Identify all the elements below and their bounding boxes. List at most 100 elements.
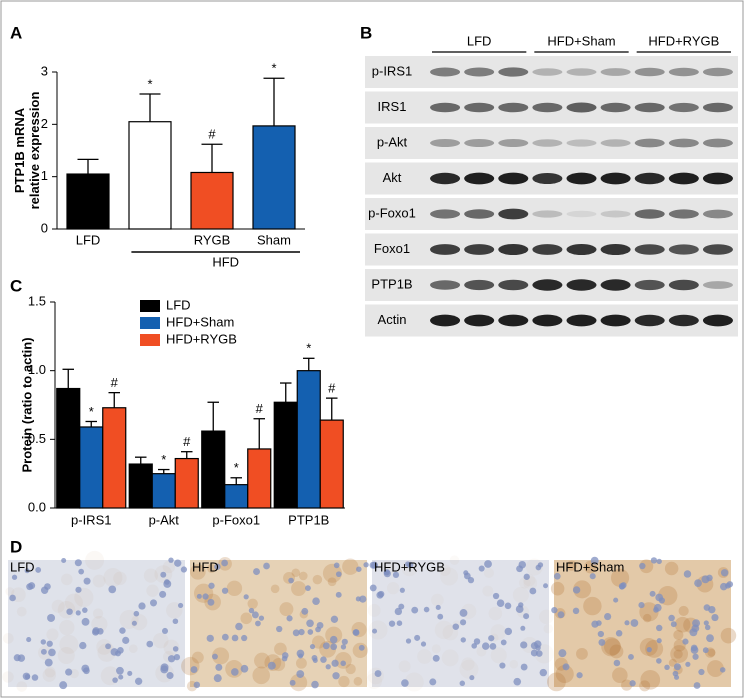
blot-band	[702, 138, 733, 148]
nucleus	[516, 565, 523, 573]
nucleus	[9, 594, 16, 602]
nucleus	[598, 639, 606, 646]
stain	[368, 604, 381, 617]
blot-band	[634, 314, 665, 327]
nucleus	[168, 557, 174, 563]
nucleus	[496, 599, 505, 607]
nucleus	[363, 562, 369, 568]
stain	[573, 580, 592, 599]
blot-band	[600, 172, 631, 185]
blot-band	[464, 172, 495, 185]
nucleus	[166, 672, 174, 680]
nucleus	[500, 639, 507, 646]
nucleus	[231, 634, 239, 642]
nucleus	[558, 649, 567, 658]
nucleus	[190, 666, 198, 674]
stain	[44, 666, 56, 678]
stain	[489, 607, 503, 621]
blot-row-label: p-Foxo1	[368, 205, 416, 220]
stain	[543, 624, 553, 634]
nucleus	[116, 666, 124, 675]
nucleus	[240, 664, 249, 673]
nucleus	[489, 642, 497, 650]
blot-band	[566, 243, 597, 256]
nucleus	[702, 647, 709, 654]
stain	[345, 663, 356, 675]
micrograph-label: HFD+RYGB	[374, 559, 445, 574]
blot-band	[498, 172, 529, 185]
blot-row-label: PTP1B	[371, 276, 412, 291]
stain	[322, 563, 342, 583]
nucleus	[341, 638, 348, 645]
stain	[342, 558, 359, 575]
blot-band	[668, 67, 699, 77]
legend-label: LFD	[166, 297, 191, 312]
stain	[674, 616, 691, 633]
nucleus	[604, 613, 612, 621]
nucleus	[523, 613, 530, 620]
stain	[59, 634, 79, 654]
y-axis-label: PTP1B mRNA	[12, 107, 27, 193]
nucleus	[312, 597, 320, 605]
legend-swatch	[140, 334, 160, 346]
stain	[92, 574, 106, 588]
stain	[352, 642, 368, 658]
nucleus	[352, 629, 360, 636]
nucleus	[656, 558, 662, 565]
blot-band	[634, 102, 665, 113]
stain	[399, 660, 411, 672]
blot-row-label: Actin	[378, 312, 407, 327]
nucleus	[392, 571, 400, 578]
nucleus	[398, 603, 405, 610]
nucleus	[683, 570, 692, 578]
nucleus	[65, 668, 73, 676]
nucleus	[117, 647, 124, 654]
stain	[247, 598, 258, 609]
stain	[85, 550, 105, 570]
nucleus	[267, 661, 276, 670]
nucleus	[159, 590, 167, 598]
blot-band	[464, 209, 495, 219]
blot-band	[600, 139, 631, 147]
bar	[201, 430, 226, 509]
blot-band	[600, 102, 631, 113]
stain	[152, 632, 169, 649]
blot-band	[566, 68, 597, 76]
nucleus	[673, 663, 681, 671]
nucleus	[35, 567, 42, 573]
nucleus	[82, 607, 88, 613]
nucleus	[253, 568, 260, 576]
nucleus	[248, 607, 255, 614]
nucleus	[320, 656, 327, 663]
blot-band	[668, 244, 699, 255]
nucleus	[481, 642, 490, 650]
nucleus	[46, 640, 53, 647]
micrograph-label: HFD	[192, 559, 219, 574]
stain	[103, 567, 123, 588]
stain	[327, 577, 337, 587]
nucleus	[656, 658, 662, 664]
stain	[212, 647, 230, 665]
nucleus	[202, 593, 209, 600]
nucleus	[74, 559, 82, 567]
nucleus	[726, 581, 734, 588]
nucleus	[149, 599, 158, 607]
nucleus	[460, 637, 466, 643]
nucleus	[286, 615, 293, 622]
stain	[673, 629, 684, 640]
nucleus	[83, 577, 91, 585]
nucleus	[396, 620, 403, 626]
nucleus	[719, 582, 728, 591]
nucleus	[243, 594, 249, 600]
nucleus	[81, 617, 90, 626]
stain	[555, 664, 574, 684]
stain	[131, 614, 148, 631]
nucleus	[407, 561, 414, 569]
stain	[51, 599, 65, 613]
stain	[432, 644, 441, 653]
nucleus	[47, 613, 56, 622]
nucleus	[26, 637, 32, 643]
nucleus	[719, 667, 726, 673]
nucleus	[405, 638, 412, 644]
